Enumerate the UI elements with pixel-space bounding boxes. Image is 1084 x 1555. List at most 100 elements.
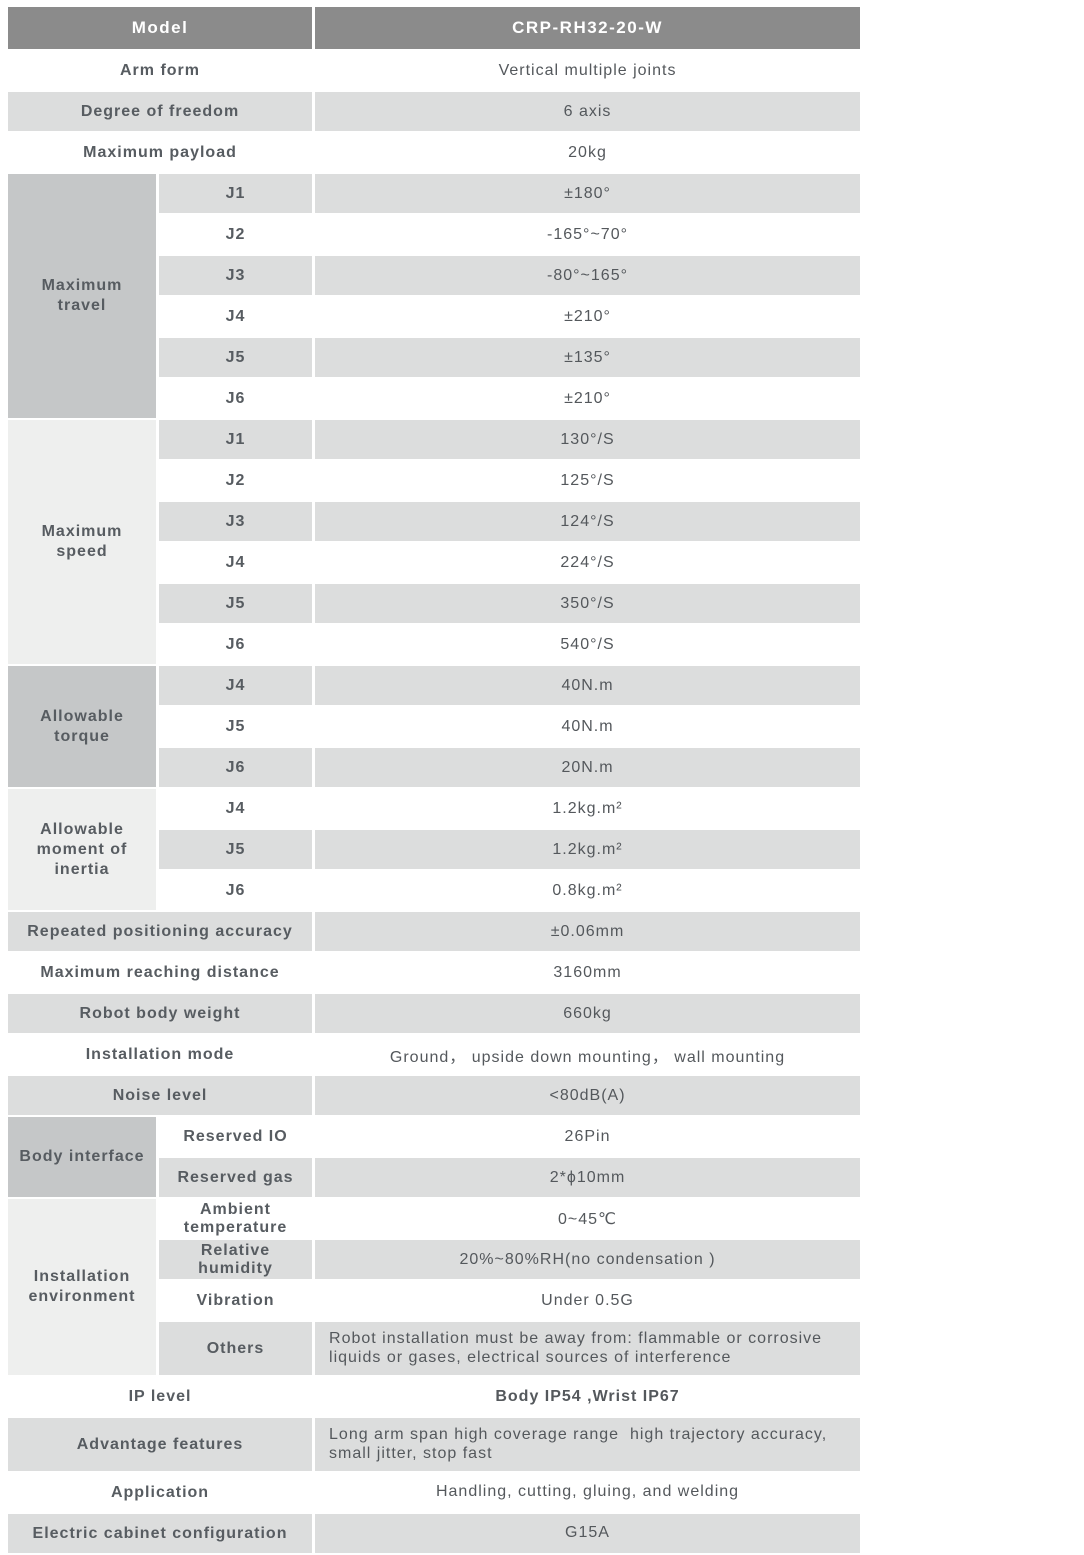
row-value: ±0.06mm xyxy=(315,912,861,951)
row-value: 130°/S xyxy=(315,420,861,459)
row-label: Maximum payload xyxy=(8,133,313,172)
sub-label: J4 xyxy=(159,666,313,705)
sub-label: Reserved IO xyxy=(159,1117,313,1156)
spec-row: J4 224°/S xyxy=(8,543,861,582)
spec-row: Advantage features Long arm span high cov… xyxy=(8,1418,861,1471)
row-value: 6 axis xyxy=(315,92,861,131)
group-label: Allowable torque xyxy=(8,666,156,787)
row-value: Robot installation must be away from: fl… xyxy=(315,1322,861,1376)
sub-label: Reserved gas xyxy=(159,1158,313,1197)
spec-row: Electric cabinet configuration G15A xyxy=(8,1513,861,1553)
sub-label: J3 xyxy=(159,502,313,541)
sub-label: Vibration xyxy=(159,1281,313,1321)
sub-label: J4 xyxy=(159,543,313,582)
row-value: Body IP54 ,Wrist IP67 xyxy=(315,1377,861,1417)
row-label: Repeated positioning accuracy xyxy=(8,912,313,951)
spec-row: J5 ±135° xyxy=(8,338,861,377)
spec-row: J2 -165°~70° xyxy=(8,215,861,254)
spec-row: J4 ±210° xyxy=(8,297,861,336)
spec-row: Noise level <80dB(A) xyxy=(8,1076,861,1115)
sub-label: J3 xyxy=(159,256,313,295)
sub-label: J2 xyxy=(159,461,313,500)
spec-row: J6 20N.m xyxy=(8,748,861,787)
row-label: Advantage features xyxy=(8,1418,313,1471)
row-value: 124°/S xyxy=(315,502,861,541)
spec-table: Model CRP-RH32-20-W Arm form Vertical mul… xyxy=(5,5,863,1555)
group-label: Installation environment xyxy=(8,1199,156,1376)
row-value: 2*ϕ10mm xyxy=(315,1158,861,1197)
row-label: Application xyxy=(8,1472,313,1512)
row-label: Noise level xyxy=(8,1076,313,1115)
sub-label: J1 xyxy=(159,174,313,213)
model-label: Model xyxy=(8,7,313,49)
row-label: Electric cabinet configuration xyxy=(8,1513,313,1553)
row-value: 20%~80%RH(no condensation ) xyxy=(315,1240,861,1280)
row-value: 1.2kg.m² xyxy=(315,789,861,828)
row-value: Long arm span high coverage range high t… xyxy=(315,1418,861,1471)
row-value: ±210° xyxy=(315,297,861,336)
spec-row: J2 125°/S xyxy=(8,461,861,500)
row-value: 1.2kg.m² xyxy=(315,830,861,869)
spec-row: Maximum speed J1 130°/S xyxy=(8,420,861,664)
spec-row: Repeated positioning accuracy ±0.06mm xyxy=(8,912,861,951)
row-value: 40N.m xyxy=(315,666,861,705)
row-label: Robot body weight xyxy=(8,994,313,1033)
sub-label: J5 xyxy=(159,707,313,746)
sub-label: J5 xyxy=(159,584,313,623)
row-value: 350°/S xyxy=(315,584,861,623)
row-value: ±135° xyxy=(315,338,861,377)
spec-table-body: Arm form Vertical multiple joints Degree o… xyxy=(8,51,861,1553)
spec-row: IP level Body IP54 ,Wrist IP67 xyxy=(8,1377,861,1417)
row-label: IP level xyxy=(8,1377,313,1417)
model-value: CRP-RH32-20-W xyxy=(315,7,861,49)
spec-row: J5 350°/S xyxy=(8,584,861,623)
spec-row: J6 540°/S xyxy=(8,625,861,664)
spec-row: Relative humidity 20%~80%RH(no condensati… xyxy=(8,1240,861,1280)
spec-row: Maximum travel J1 ±180° xyxy=(8,174,861,418)
spec-table-header: Model CRP-RH32-20-W xyxy=(8,7,861,49)
row-value: Ground， upside down mounting， wall mount… xyxy=(315,1035,861,1074)
spec-row: Allowable moment of inertia J4 1.2kg.m² xyxy=(8,789,861,910)
row-value: ±180° xyxy=(315,174,861,213)
row-label: Installation mode xyxy=(8,1035,313,1074)
row-value: 0~45℃ xyxy=(315,1199,861,1239)
row-value: <80dB(A) xyxy=(315,1076,861,1115)
group-label: Allowable moment of inertia xyxy=(8,789,156,910)
sub-label: J6 xyxy=(159,748,313,787)
spec-row: Degree of freedom 6 axis xyxy=(8,92,861,131)
sub-label: Relative humidity xyxy=(159,1240,313,1280)
spec-row: Reserved gas 2*ϕ10mm xyxy=(8,1158,861,1197)
spec-row: J5 40N.m xyxy=(8,707,861,746)
spec-row: Installation environment Ambient temperat… xyxy=(8,1199,861,1376)
sub-label: J5 xyxy=(159,338,313,377)
group-label: Body interface xyxy=(8,1117,156,1197)
row-value: G15A xyxy=(315,1513,861,1553)
sub-label: J2 xyxy=(159,215,313,254)
spec-row: Allowable torque J4 40N.m xyxy=(8,666,861,787)
header-row: Model CRP-RH32-20-W xyxy=(8,7,861,49)
row-label: Degree of freedom xyxy=(8,92,313,131)
spec-row: Body interface Reserved IO 26Pin xyxy=(8,1117,861,1197)
sub-label: J5 xyxy=(159,830,313,869)
spec-row: J3 -80°~165° xyxy=(8,256,861,295)
group-label: Maximum travel xyxy=(8,174,156,418)
spec-row: J6 ±210° xyxy=(8,379,861,418)
row-value: 540°/S xyxy=(315,625,861,664)
spec-row: J6 0.8kg.m² xyxy=(8,871,861,910)
spec-row: Application Handling, cutting, gluing, an… xyxy=(8,1472,861,1512)
spec-row: Others Robot installation must be away fr… xyxy=(8,1322,861,1376)
row-value: -165°~70° xyxy=(315,215,861,254)
row-value: 3160mm xyxy=(315,953,861,992)
spec-row: Installation mode Ground， upside down mou… xyxy=(8,1035,861,1074)
row-value: Handling, cutting, gluing, and welding xyxy=(315,1472,861,1512)
row-value: 20kg xyxy=(315,133,861,172)
sub-label: J4 xyxy=(159,297,313,336)
spec-row: Vibration Under 0.5G xyxy=(8,1281,861,1321)
row-value: 660kg xyxy=(315,994,861,1033)
row-value: 20N.m xyxy=(315,748,861,787)
row-value: -80°~165° xyxy=(315,256,861,295)
sub-label: J6 xyxy=(159,625,313,664)
sub-label: J6 xyxy=(159,379,313,418)
row-label: Maximum reaching distance xyxy=(8,953,313,992)
row-value: 224°/S xyxy=(315,543,861,582)
